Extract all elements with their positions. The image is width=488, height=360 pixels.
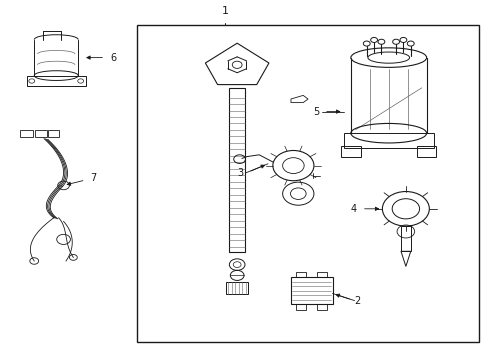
Bar — [341, 146, 360, 157]
Text: 4: 4 — [350, 204, 356, 214]
Bar — [137, 25, 478, 342]
Bar — [416, 146, 435, 157]
Text: 5: 5 — [312, 107, 319, 117]
Text: 1: 1 — [221, 6, 228, 16]
Bar — [27, 76, 85, 86]
Text: 3: 3 — [237, 168, 243, 178]
Text: 2: 2 — [354, 296, 360, 306]
Text: 6: 6 — [110, 53, 116, 63]
Bar — [20, 130, 33, 137]
Bar — [229, 88, 244, 252]
Bar — [290, 277, 332, 304]
Bar — [296, 272, 305, 277]
Bar — [226, 282, 247, 294]
Bar — [35, 130, 47, 137]
Bar — [48, 130, 59, 137]
Bar — [296, 304, 305, 310]
Bar — [317, 272, 326, 277]
Bar — [400, 226, 410, 251]
Text: 7: 7 — [90, 173, 97, 183]
Bar — [343, 133, 433, 148]
Bar — [317, 304, 326, 310]
